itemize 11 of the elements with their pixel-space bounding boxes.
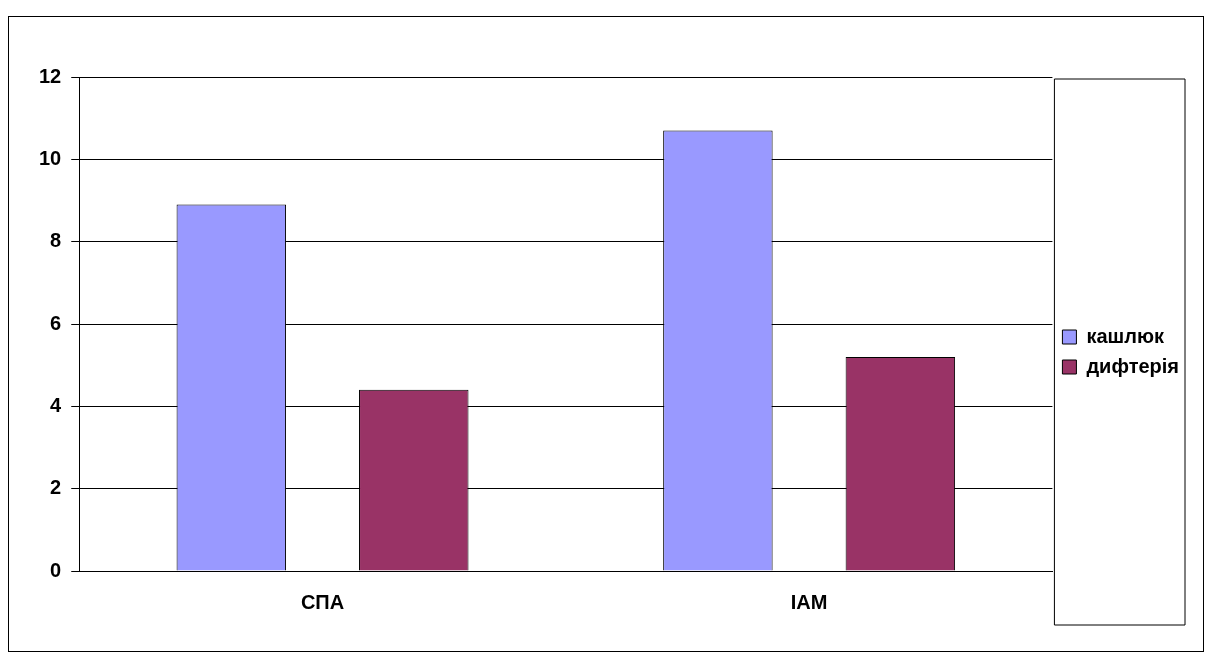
y-tick-label: 10 [39, 146, 62, 169]
y-tick-label: 4 [50, 393, 63, 416]
x-tick-label: СПА [300, 590, 345, 613]
y-tick-label: 6 [50, 311, 62, 334]
legend-label: дифтерія [1086, 354, 1180, 377]
x-tick-label: ІАМ [790, 590, 828, 613]
y-tick-label: 2 [50, 476, 62, 499]
legend-label: кашлюк [1086, 324, 1165, 347]
y-tick-label: 0 [50, 558, 62, 581]
y-tick-label: 12 [39, 64, 62, 87]
y-tick-label: 8 [50, 229, 62, 252]
